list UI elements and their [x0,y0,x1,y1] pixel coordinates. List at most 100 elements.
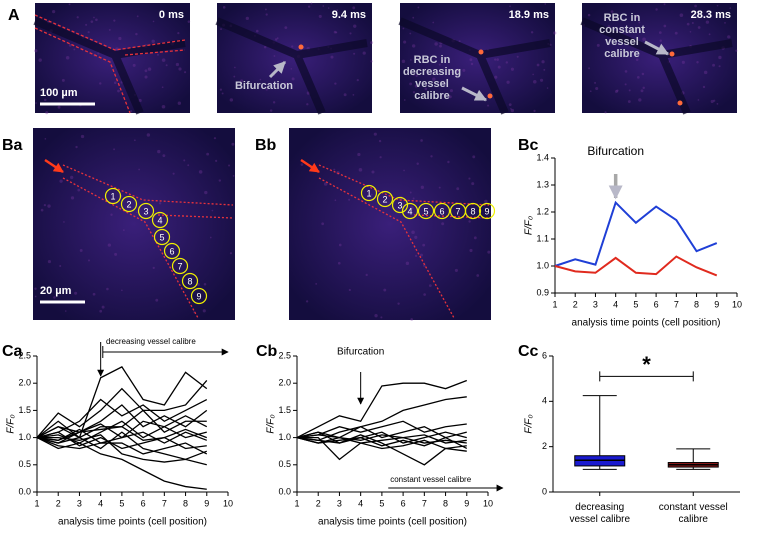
noise-speck [724,22,726,24]
noise-speck [553,31,556,34]
noise-speck [680,13,684,17]
noise-speck [421,186,424,189]
noise-speck [339,244,342,247]
noise-speck [73,48,75,50]
cell-number: 3 [397,200,402,210]
x-tick-label: 7 [674,299,679,309]
y-tick-label: 2.5 [18,350,31,360]
noise-speck [199,170,203,174]
noise-speck [694,5,697,8]
noise-speck [44,204,46,206]
noise-speck [234,67,236,69]
noise-speck [432,22,434,24]
noise-speck [441,222,444,225]
noise-speck [136,211,138,213]
noise-speck [291,45,293,47]
noise-speck [349,32,351,34]
noise-speck [349,289,351,291]
data-line [297,397,467,438]
noise-speck [162,58,166,62]
noise-speck [157,150,160,153]
noise-speck [506,81,509,84]
noise-speck [494,58,496,60]
noise-speck [59,265,61,267]
time-label: 9.4 ms [332,9,366,21]
noise-speck [655,8,657,10]
x-tick-label: decreasing vessel calibre [565,502,635,526]
noise-speck [134,139,136,141]
noise-speck [45,111,48,114]
data-line [37,438,207,490]
x-axis-label: analysis time points (cell position) [58,517,207,528]
noise-speck [544,3,546,5]
panel-label: A [8,7,20,24]
noise-speck [187,164,189,166]
noise-speck [88,259,90,261]
noise-speck [423,293,426,296]
noise-speck [334,31,337,34]
x-tick-label: 10 [223,498,233,508]
noise-speck [162,154,165,157]
noise-speck [430,155,432,157]
noise-speck [148,67,152,71]
noise-speck [543,69,545,71]
noise-speck [155,299,158,302]
scale-bar-label: 100 µm [40,87,78,99]
noise-speck [95,19,98,22]
noise-speck [183,159,185,161]
noise-speck [113,20,115,22]
noise-speck [439,45,442,48]
noise-speck [690,31,692,33]
noise-speck [335,199,337,201]
noise-speck [145,69,148,72]
x-tick-label: 8 [694,299,699,309]
cell-number: 8 [187,276,192,286]
noise-speck [153,267,155,269]
noise-speck [511,109,514,112]
y-tick-label: 4 [542,396,547,406]
noise-speck [429,284,432,287]
noise-speck [284,26,287,29]
noise-speck [660,40,662,42]
noise-speck [159,202,161,204]
noise-speck [212,210,214,212]
noise-speck [641,89,644,92]
noise-speck [178,67,181,70]
noise-speck [469,58,472,61]
noise-speck [34,287,36,289]
noise-speck [80,249,83,252]
noise-speck [595,87,598,90]
noise-speck [397,302,399,304]
noise-speck [480,217,482,219]
noise-speck [93,293,96,296]
noise-speck [108,243,111,246]
noise-speck [588,14,590,16]
cell-number: 4 [407,206,412,216]
cell-number: 6 [439,206,444,216]
noise-speck [151,40,154,43]
noise-speck [456,187,459,190]
noise-speck [147,133,150,136]
y-tick-label: 0.0 [18,486,31,496]
annotation: Bifurcation [587,144,644,158]
noise-speck [410,192,412,194]
noise-speck [547,87,549,89]
noise-speck [63,221,65,223]
noise-speck [308,5,310,7]
noise-speck [664,25,667,28]
y-tick-label: 1.5 [18,405,31,415]
y-tick-label: 1.0 [18,432,31,442]
noise-speck [233,175,235,177]
noise-speck [675,32,678,35]
noise-speck [265,8,267,10]
x-tick-label: 9 [464,498,469,508]
noise-speck [301,163,304,166]
noise-speck [402,60,405,63]
noise-speck [106,288,109,291]
noise-speck [353,53,355,55]
noise-speck [404,99,406,101]
noise-speck [687,23,690,26]
noise-speck [380,316,382,318]
